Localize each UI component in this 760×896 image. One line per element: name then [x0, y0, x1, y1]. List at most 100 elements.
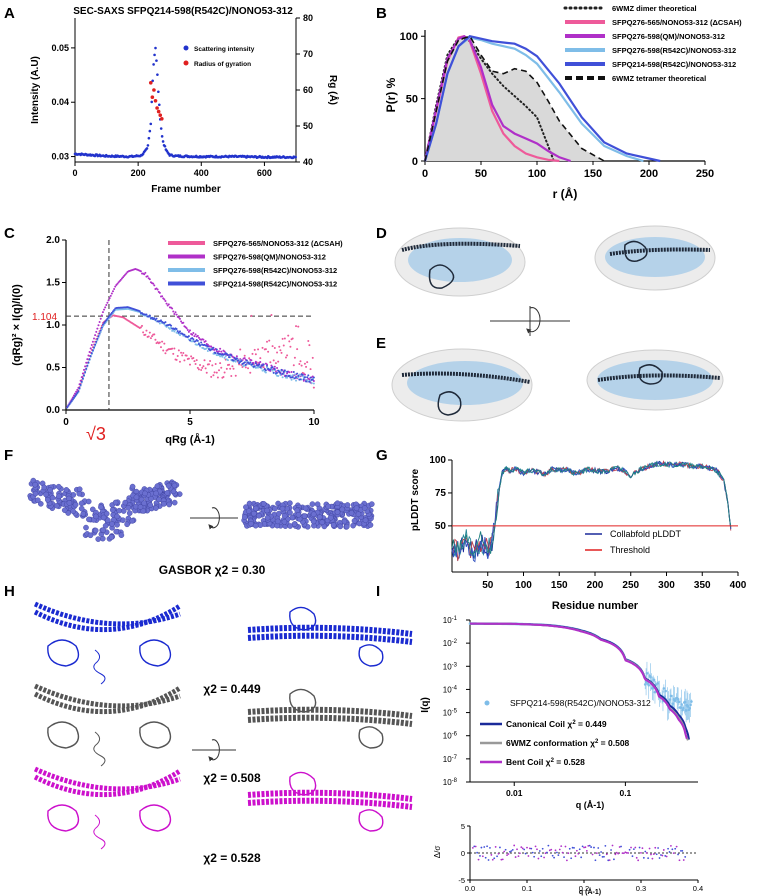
panel-c-ylabel: (qRg)² × I(q)/I(0): [11, 284, 23, 366]
r542c-214-point: [232, 359, 235, 362]
residual-point: [672, 852, 675, 855]
r542c-214-point: [266, 364, 269, 367]
residual-point: [531, 851, 534, 854]
qm-point: [118, 280, 121, 283]
r542c-214-point: [212, 346, 215, 349]
residual-point: [523, 848, 526, 851]
legend-b-label: 6WMZ dimer theoretical: [612, 4, 697, 13]
r542c-214-point: [236, 359, 239, 362]
dcsah-point: [271, 345, 274, 348]
gasbor-bead: [356, 520, 363, 527]
panel-a-title: SEC-SAXS SFPQ214-598(R542C)/NONO53-312: [73, 6, 293, 17]
residual-point: [477, 858, 480, 861]
dcsah-point: [161, 340, 164, 343]
domain-top: [289, 688, 317, 713]
r542c-214-point: [280, 368, 283, 371]
panel-letter-f: F: [4, 447, 13, 464]
gasbor-bead: [112, 499, 119, 506]
residual-point: [564, 845, 567, 848]
panel-a-legend: Scattering intensity Radius of gyration: [183, 45, 255, 68]
gasbor-bead: [43, 491, 49, 498]
r542c-214-point: [72, 396, 75, 399]
dcsah-point: [295, 325, 298, 328]
gasbor-bead: [92, 527, 99, 534]
dcsah-point: [266, 340, 269, 343]
gasbor-bead: [301, 513, 308, 519]
panel-d-envelope-right: [594, 225, 716, 291]
r542c-214-point: [159, 319, 162, 322]
legend-c-label: SFPQ214-598(R542C)/NONO53-312: [213, 280, 337, 289]
panel-a-xlabel: Frame number: [151, 184, 221, 195]
x-tick-label-g: 100: [515, 580, 532, 591]
qm-point: [174, 311, 177, 314]
residual-point: [644, 850, 647, 853]
qm-point: [158, 291, 161, 294]
r542c-214-point: [272, 371, 275, 374]
residual-point: [520, 846, 523, 849]
x-tick-label-g: 300: [658, 580, 675, 591]
panel-b-legend: 6WMZ dimer theoretical SFPQ276-565/NONO53…: [563, 4, 742, 83]
dcsah-point: [280, 351, 283, 354]
qm-point: [94, 334, 97, 337]
panel-g-xlabel: Residue number: [552, 600, 639, 612]
r542c-214-point: [292, 371, 295, 374]
coil-helix: [33, 768, 182, 798]
intensity-point: [154, 46, 157, 50]
gasbor-bead: [355, 511, 362, 518]
gasbor-bead: [348, 510, 355, 516]
r542c-214-point: [309, 376, 312, 379]
dcsah-point: [312, 386, 315, 389]
r542c-214-point: [107, 316, 110, 319]
dcsah-point: [211, 364, 214, 367]
qm-point: [123, 274, 126, 277]
gasbor-bead: [281, 519, 288, 525]
r542c-214-point: [240, 360, 243, 363]
residual-point: [551, 854, 554, 857]
gasbor-bead: [137, 504, 144, 510]
gasbor-bead: [339, 506, 346, 513]
qm-point: [146, 275, 149, 278]
gasbor-bead: [248, 520, 254, 527]
qm-point: [80, 376, 83, 379]
y-tick-label-a: 0.04: [51, 97, 69, 107]
residual-point: [607, 859, 610, 862]
qm-point: [91, 340, 94, 343]
dcsah-point: [250, 314, 253, 317]
gasbor-bead: [275, 510, 282, 517]
r542c-276-point: [223, 356, 226, 359]
residual-point: [630, 846, 632, 849]
dcsah-point: [279, 349, 282, 352]
dcsah-point: [201, 366, 204, 369]
qm-point: [97, 324, 100, 327]
dcsah-point: [297, 325, 300, 328]
residual-point: [537, 857, 540, 860]
dcsah-point: [278, 345, 281, 348]
dcsah-point: [197, 368, 200, 371]
dcsah-point: [142, 331, 145, 334]
x-tick-label-i: 0.1: [619, 788, 631, 798]
qm-point: [250, 359, 253, 362]
dcsah-point: [222, 375, 225, 378]
plddt-line: [451, 460, 732, 555]
qm-point: [191, 333, 194, 336]
intensity-point: [149, 122, 153, 126]
residual-point: [677, 853, 679, 856]
residual-point: [634, 846, 637, 849]
res-x-tick-label: 0.4: [693, 884, 703, 893]
intensity-point: [152, 63, 155, 66]
qm-point: [189, 329, 191, 332]
dcsah-point: [276, 351, 279, 354]
dcsah-point: [254, 353, 257, 356]
r542c-214-point: [251, 363, 254, 366]
dcsah-point: [257, 348, 260, 351]
qm-point: [103, 308, 106, 311]
residual-point: [540, 855, 543, 858]
r542c-214-point: [226, 354, 229, 357]
gasbor-bead: [100, 527, 106, 533]
dcsah-point: [159, 346, 162, 349]
residual-point: [617, 852, 620, 855]
residual-point: [618, 846, 621, 848]
y-tick-label-g: 100: [429, 455, 446, 466]
panel-i-axes: [469, 620, 698, 783]
